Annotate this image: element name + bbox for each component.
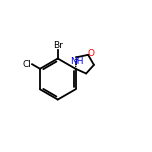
- Text: O: O: [88, 49, 95, 58]
- Text: Br: Br: [53, 41, 63, 50]
- Text: NH: NH: [70, 57, 83, 66]
- Text: Cl: Cl: [23, 60, 32, 69]
